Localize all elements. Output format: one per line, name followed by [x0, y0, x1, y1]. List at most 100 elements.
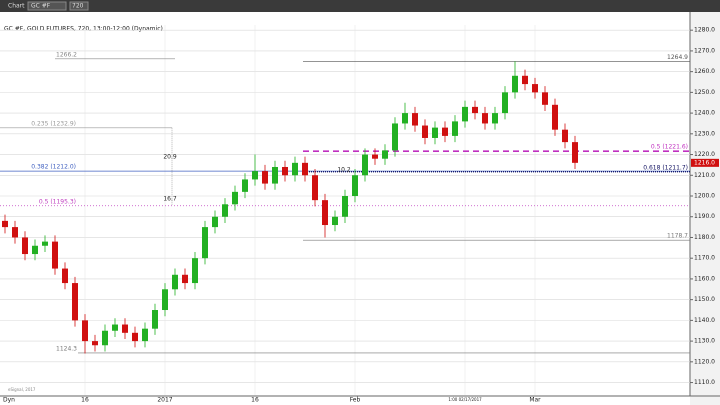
candle-body — [152, 310, 158, 329]
level-label: 0.382 (1212.0) — [31, 164, 76, 171]
candle-body — [462, 106, 468, 122]
candle-body — [12, 227, 18, 238]
x-tick-label: Mar — [529, 397, 541, 404]
candle-body — [432, 127, 438, 138]
candle-body — [62, 268, 68, 284]
candle-body — [222, 204, 228, 217]
y-tick-label: 1150.0 — [694, 296, 715, 303]
symbol[interactable]: GC #F — [31, 3, 51, 10]
y-tick-label: 1200.0 — [694, 193, 715, 200]
note: 16.7 — [163, 196, 177, 203]
candle-body — [402, 113, 408, 124]
candle-body — [292, 162, 298, 176]
candle-body — [322, 200, 328, 226]
tab[interactable]: Chart — [8, 3, 25, 10]
y-tick-label: 1240.0 — [694, 110, 715, 117]
candle-body — [412, 113, 418, 126]
candle-body — [422, 125, 428, 138]
candle-body — [52, 241, 58, 269]
candle-body — [372, 154, 378, 159]
x-tick-label: 16 — [81, 397, 89, 404]
level-label: 0.5 (1221.6) — [651, 144, 688, 151]
candle-body — [32, 245, 38, 255]
candle-body — [192, 258, 198, 284]
candle-body — [142, 328, 148, 342]
y-tick-label: 1130.0 — [694, 338, 715, 345]
x-tick-label: 2017 — [157, 397, 172, 404]
candle-body — [332, 216, 338, 226]
candle-body — [362, 154, 368, 176]
y-tick-label: 1170.0 — [694, 255, 715, 262]
level-label: 1264.9 — [667, 54, 688, 61]
candle-body — [442, 127, 448, 136]
candle-body — [492, 113, 498, 124]
candle-body — [272, 166, 278, 184]
last-price-label: 1216.0 — [694, 159, 715, 166]
candle-body — [232, 191, 238, 205]
candle-body — [182, 274, 188, 284]
level-label: 0.235 (1232.9) — [31, 120, 76, 127]
candle-body — [382, 150, 388, 159]
candle-body — [482, 113, 488, 124]
y-tick-label: 1220.0 — [694, 151, 715, 158]
toolbar-bg — [0, 0, 720, 12]
candle-body — [562, 129, 568, 143]
y-tick-label: 1260.0 — [694, 68, 715, 75]
y-tick-label: 1180.0 — [694, 234, 715, 241]
candle-body — [522, 75, 528, 85]
candle-body — [242, 179, 248, 192]
candle-body — [542, 92, 548, 105]
candle-body — [262, 171, 268, 184]
note: 10.2 — [337, 167, 351, 174]
candle-body — [312, 175, 318, 201]
symbol-box[interactable] — [27, 1, 67, 11]
note: 20.9 — [163, 154, 177, 161]
candle-body — [352, 175, 358, 197]
candle-body — [252, 171, 258, 180]
candle-body — [2, 220, 8, 228]
candle-body — [392, 123, 398, 151]
credit: eSignal, 2017 — [8, 387, 36, 392]
candle-body — [502, 92, 508, 114]
candle-body — [92, 341, 98, 346]
level-label: 1178.7 — [667, 233, 688, 240]
y-tick-label: 1250.0 — [694, 89, 715, 96]
y-tick-label: 1190.0 — [694, 213, 715, 220]
interval-box[interactable] — [69, 1, 89, 11]
candle-body — [212, 216, 218, 228]
candle-body — [532, 84, 538, 93]
y-tick-label: 1230.0 — [694, 130, 715, 137]
y-tick-label: 1110.0 — [694, 379, 715, 386]
candle-body — [572, 142, 578, 163]
candle-body — [342, 196, 348, 217]
candle-body — [22, 237, 28, 255]
x-tick-label: Feb — [350, 397, 361, 404]
level-label: 0.618 (1211.7) — [643, 164, 688, 171]
level-label: 1124.3 — [56, 345, 77, 352]
candle-body — [472, 106, 478, 114]
last-price-box — [691, 158, 719, 167]
candle-body — [202, 227, 208, 259]
candle-body — [82, 320, 88, 342]
y-tick-label: 1120.0 — [694, 358, 715, 365]
interval[interactable]: 720 — [72, 3, 84, 10]
x-tick-label: 16 — [251, 397, 259, 404]
candle-body — [42, 241, 48, 246]
y-tick-label: 1270.0 — [694, 47, 715, 54]
candle-body — [132, 332, 138, 342]
candle-body — [162, 289, 168, 311]
candle-body — [112, 324, 118, 331]
y-tick-label: 1280.0 — [694, 27, 715, 34]
x-tick-label: 1:00 02/17/2017 — [448, 397, 482, 402]
y-tick-label: 1160.0 — [694, 275, 715, 282]
candle-body — [452, 121, 458, 136]
y-tick-label: 1140.0 — [694, 317, 715, 324]
level-label: 0.5 (1195.3) — [39, 198, 76, 205]
candle-body — [72, 283, 78, 321]
candle-body — [172, 274, 178, 290]
candle-body — [122, 324, 128, 333]
chart-title: GC #F, GOLD FUTURES, 720, 13:00-12:00 (D… — [4, 26, 163, 33]
y-tick-label: 1210.0 — [694, 172, 715, 179]
